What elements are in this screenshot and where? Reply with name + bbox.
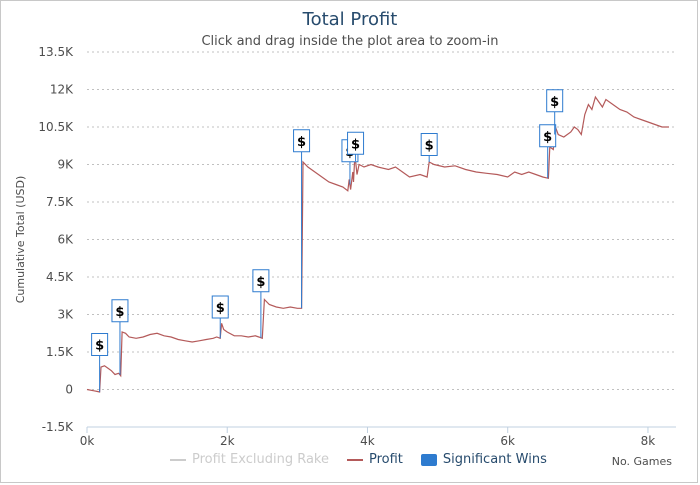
win-flag-label: $: [256, 275, 265, 290]
legend: Profit Excluding Rake Profit Significant…: [170, 452, 565, 467]
legend-label: Significant Wins: [442, 452, 547, 467]
legend-line-icon: [170, 458, 186, 461]
y-tick-label: 0: [65, 383, 73, 397]
y-tick-label: 12K: [50, 83, 74, 97]
legend-item-profit-excluding-rake[interactable]: Profit Excluding Rake: [170, 452, 329, 467]
win-flag-label: $: [425, 139, 434, 154]
win-flag-label: $: [543, 130, 552, 145]
x-tick-label: 6k: [500, 434, 515, 448]
chart-subtitle: Click and drag inside the plot area to z…: [201, 34, 499, 49]
y-tick-label: 1.5K: [46, 345, 74, 359]
y-axis-label: Cumulative Total (USD): [14, 176, 27, 304]
win-flag[interactable]: [347, 131, 365, 155]
y-tick-label: 13.5K: [38, 45, 74, 59]
y-tick-label: 9K: [57, 158, 74, 172]
x-tick-label: 8k: [641, 434, 656, 448]
chart-title: Total Profit: [302, 9, 398, 30]
win-flag-label: $: [550, 95, 559, 110]
win-flag[interactable]: [252, 269, 270, 293]
y-tick-label: 3K: [57, 308, 74, 322]
win-flag-label: $: [95, 339, 104, 354]
legend-item-significant-wins[interactable]: Significant Wins: [420, 452, 547, 467]
x-tick-label: 2k: [220, 434, 235, 448]
legend-label: Profit Excluding Rake: [192, 452, 329, 467]
legend-item-profit[interactable]: Profit: [346, 452, 403, 467]
win-flag-label: $: [115, 305, 124, 320]
y-tick-label: 4.5K: [46, 270, 74, 284]
profit-series-line[interactable]: [86, 95, 669, 393]
win-flag[interactable]: [420, 133, 438, 156]
win-flag[interactable]: [293, 129, 311, 153]
y-tick-label: 10.5K: [38, 120, 74, 134]
y-tick-label: -1.5K: [42, 420, 74, 434]
win-flag[interactable]: [546, 89, 564, 113]
win-flag[interactable]: [91, 333, 109, 356]
win-flag-label: $: [351, 137, 360, 152]
win-flag-label: $: [216, 301, 225, 316]
legend-box-icon: [420, 453, 437, 466]
win-flag[interactable]: [539, 124, 557, 148]
win-flag-label: $: [297, 135, 306, 150]
win-flag[interactable]: [211, 295, 229, 319]
legend-label: Profit: [368, 452, 403, 467]
x-tick-label: 0k: [80, 434, 95, 448]
x-axis-label: No. Games: [611, 455, 672, 468]
legend-line-icon: [346, 458, 363, 461]
y-tick-label: 6K: [57, 233, 74, 247]
win-flag[interactable]: [111, 299, 129, 323]
x-tick-label: 4k: [360, 434, 375, 448]
y-tick-label: 7.5K: [46, 195, 74, 209]
